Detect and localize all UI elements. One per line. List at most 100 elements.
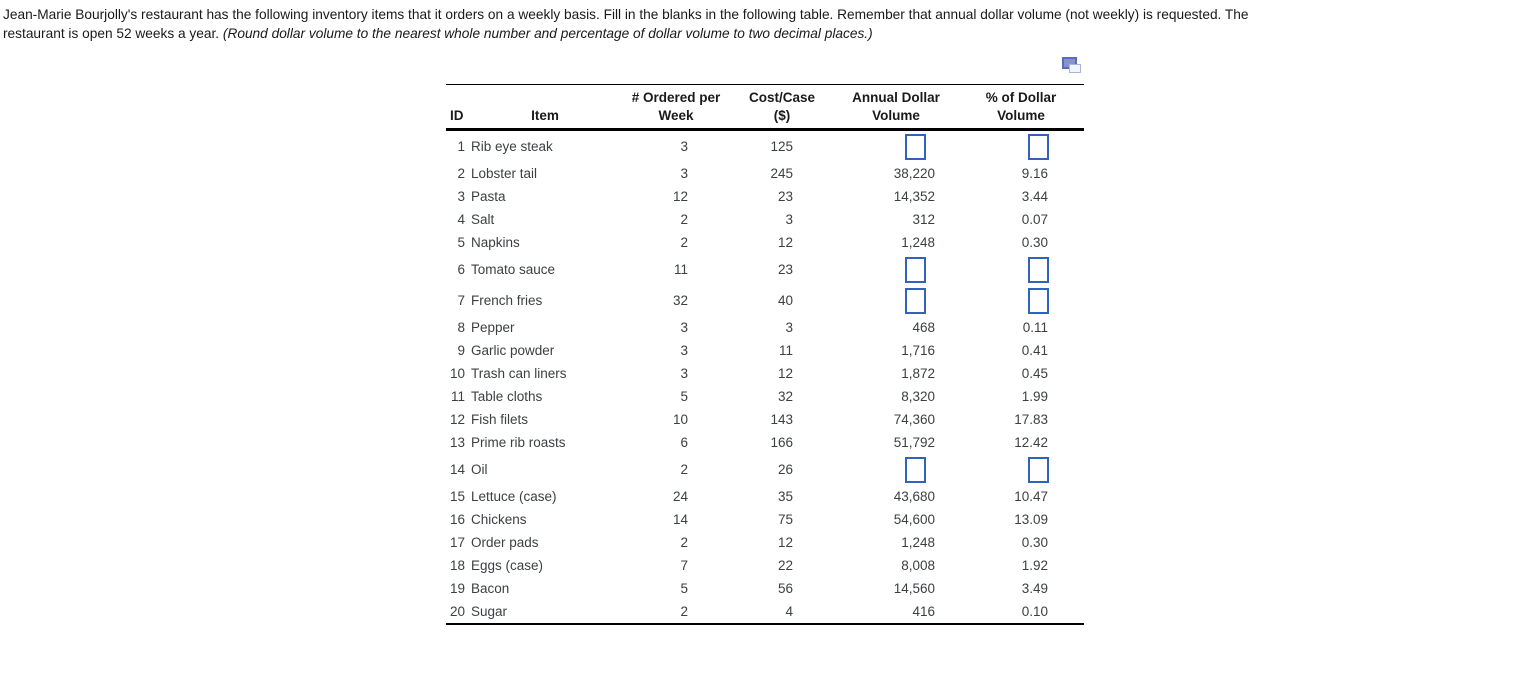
cell-id: 2 — [457, 166, 465, 181]
pct-volume-input[interactable] — [1028, 256, 1049, 283]
cell-item: Fish filets — [471, 412, 529, 427]
pct-volume-input[interactable] — [1028, 287, 1049, 314]
cell-cost: 35 — [777, 489, 793, 504]
table-row: 15 Lettuce (case) 24 35 43,680 10.47 — [446, 485, 1084, 508]
header-pct-line1: % of Dollar — [985, 90, 1057, 105]
annual-volume-input[interactable] — [905, 287, 926, 314]
cell-id: 17 — [449, 535, 465, 550]
cell-cost: 12 — [777, 366, 793, 381]
cell-pct-volume: 13.09 — [1014, 512, 1048, 527]
cell-cost: 125 — [770, 139, 793, 154]
cell-cost: 3 — [785, 320, 793, 335]
cell-id: 8 — [457, 320, 465, 335]
cell-id: 15 — [449, 489, 465, 504]
cell-id: 20 — [449, 604, 465, 619]
table-row: 2 Lobster tail 3 245 38,220 9.16 — [446, 162, 1084, 185]
inventory-table-header: ID Item # Ordered per Week Cost/Case ($)… — [446, 84, 1084, 131]
cell-id: 4 — [457, 212, 465, 227]
cell-item: Garlic powder — [471, 343, 555, 358]
cell-id: 1 — [457, 139, 465, 154]
cell-id: 9 — [457, 343, 465, 358]
cell-ordered: 2 — [680, 604, 688, 619]
cell-pct-volume — [958, 130, 1084, 163]
table-row: 18 Eggs (case) 7 22 8,008 1.92 — [446, 554, 1084, 577]
cell-annual-volume: 1,716 — [901, 343, 935, 358]
cell-id: 12 — [449, 412, 465, 427]
cell-annual-volume: 1,872 — [901, 366, 935, 381]
cell-annual-volume: 51,792 — [893, 435, 935, 450]
cell-pct-volume — [958, 254, 1084, 285]
annual-volume-input[interactable] — [905, 456, 926, 483]
cell-pct-volume: 0.45 — [1021, 366, 1048, 381]
table-row: 9 Garlic powder 3 11 1,716 0.41 — [446, 339, 1084, 362]
cell-pct-volume: 0.41 — [1021, 343, 1048, 358]
cell-pct-volume — [958, 454, 1084, 485]
cell-ordered: 7 — [680, 558, 688, 573]
cell-item: Tomato sauce — [471, 262, 556, 277]
cell-pct-volume: 1.99 — [1021, 389, 1048, 404]
annual-volume-input[interactable] — [905, 133, 926, 160]
cell-item: Trash can liners — [471, 366, 567, 381]
annual-volume-input[interactable] — [905, 256, 926, 283]
cell-cost: 245 — [770, 166, 793, 181]
cell-ordered: 3 — [680, 320, 688, 335]
table-row: 20 Sugar 2 4 416 0.10 — [446, 600, 1084, 624]
cell-annual-volume — [834, 285, 958, 316]
table-row: 17 Order pads 2 12 1,248 0.30 — [446, 531, 1084, 554]
cell-item: Lobster tail — [471, 166, 538, 181]
inventory-table-body: 1 Rib eye steak 3 125 2 Lobster tail 3 245 38,22… — [446, 130, 1084, 625]
cell-ordered: 14 — [672, 512, 688, 527]
cell-id: 16 — [449, 512, 465, 527]
cell-annual-volume — [834, 454, 958, 485]
cell-item: Bacon — [471, 581, 510, 596]
question-text: Jean-Marie Bourjolly's restaurant has th… — [3, 5, 1523, 43]
cell-annual-volume: 43,680 — [893, 489, 935, 504]
cell-id: 5 — [457, 235, 465, 250]
cell-ordered: 5 — [680, 389, 688, 404]
cell-item: Prime rib roasts — [471, 435, 566, 450]
cell-annual-volume: 416 — [912, 604, 935, 619]
cell-cost: 166 — [770, 435, 793, 450]
cell-cost: 3 — [785, 212, 793, 227]
cell-ordered: 2 — [680, 462, 688, 477]
pct-volume-input[interactable] — [1028, 456, 1049, 483]
cell-item: Order pads — [471, 535, 539, 550]
header-pct-line2: Volume — [997, 108, 1045, 123]
cell-annual-volume: 1,248 — [901, 235, 935, 250]
cell-pct-volume: 0.11 — [1022, 320, 1048, 335]
table-row: 4 Salt 2 3 312 0.07 — [446, 208, 1084, 231]
cell-id: 3 — [457, 189, 465, 204]
cell-pct-volume: 3.49 — [1021, 581, 1048, 596]
cell-annual-volume: 312 — [912, 212, 935, 227]
cell-cost: 26 — [777, 462, 793, 477]
header-cost-line2: ($) — [773, 108, 791, 123]
cell-annual-volume: 14,352 — [893, 189, 935, 204]
cell-cost: 23 — [777, 189, 793, 204]
cell-pct-volume: 9.16 — [1021, 166, 1048, 181]
header-ordered-line1: # Ordered per — [631, 90, 721, 105]
header-cost-line1: Cost/Case — [748, 90, 816, 105]
cell-annual-volume: 468 — [912, 320, 935, 335]
cell-pct-volume: 0.30 — [1021, 535, 1048, 550]
cell-cost: 143 — [770, 412, 793, 427]
cell-id: 13 — [449, 435, 465, 450]
pct-volume-input[interactable] — [1028, 133, 1049, 160]
table-row: 1 Rib eye steak 3 125 — [446, 130, 1084, 163]
cell-item: Lettuce (case) — [471, 489, 557, 504]
inventory-table-container: ID Item # Ordered per Week Cost/Case ($)… — [446, 84, 1084, 625]
cell-id: 14 — [449, 462, 465, 477]
cell-pct-volume: 0.07 — [1021, 212, 1048, 227]
cell-item: Pepper — [471, 320, 515, 335]
cell-id: 6 — [457, 262, 465, 277]
copy-table-icon[interactable] — [1062, 57, 1084, 77]
cell-ordered: 10 — [672, 412, 688, 427]
cell-item: Oil — [471, 462, 488, 477]
cell-item: Sugar — [471, 604, 508, 619]
question-line1: Jean-Marie Bourjolly's restaurant has th… — [3, 7, 1249, 22]
cell-cost: 23 — [777, 262, 793, 277]
cell-ordered: 3 — [680, 366, 688, 381]
cell-ordered: 3 — [680, 139, 688, 154]
table-row: 8 Pepper 3 3 468 0.11 — [446, 316, 1084, 339]
question-rounding-note: (Round dollar volume to the nearest whol… — [222, 26, 873, 41]
table-row: 7 French fries 32 40 — [446, 285, 1084, 316]
